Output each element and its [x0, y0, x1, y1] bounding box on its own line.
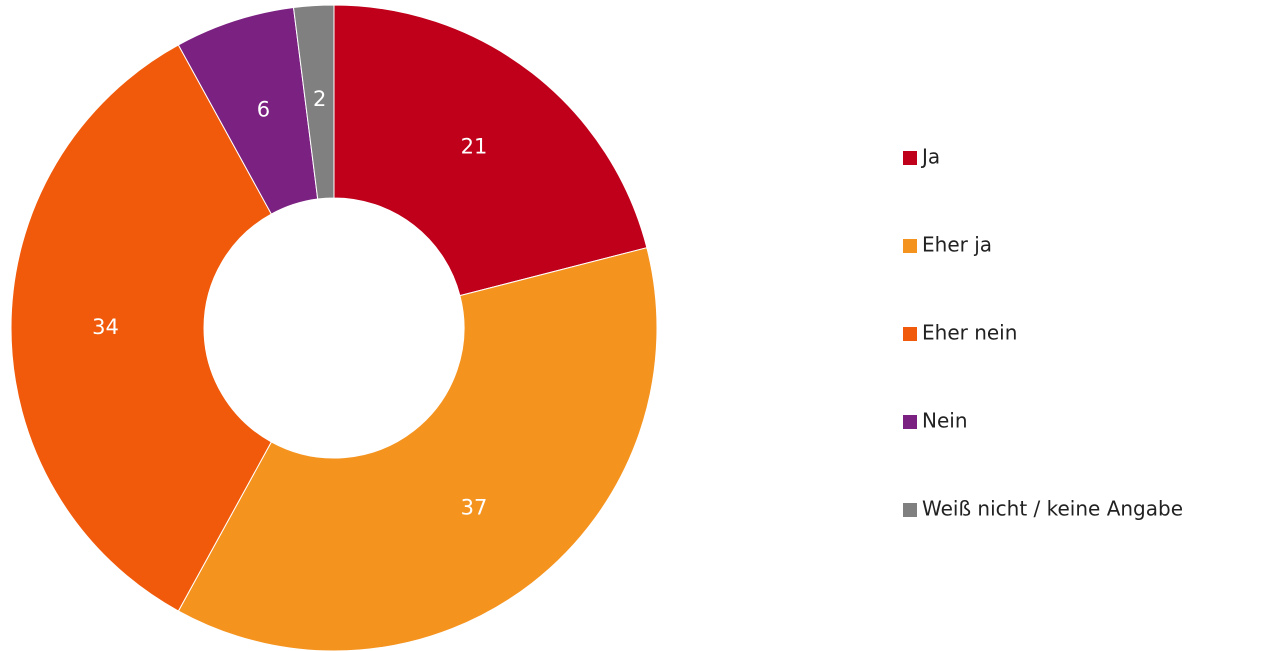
legend-label: Nein	[922, 409, 968, 433]
slice-label: 37	[461, 496, 488, 520]
legend-swatch	[903, 151, 917, 165]
slice	[333, 4, 648, 297]
slice-label: 6	[257, 98, 270, 122]
legend-swatch	[903, 327, 917, 341]
legend-label: Eher nein	[922, 321, 1017, 345]
slice	[177, 247, 658, 651]
slice-label: 21	[461, 134, 488, 158]
legend-swatch	[903, 239, 917, 253]
legend-swatch	[903, 503, 917, 517]
legend-label: Ja	[920, 145, 940, 169]
slice	[10, 44, 273, 612]
slice-label: 34	[92, 315, 119, 339]
legend-label: Eher ja	[922, 233, 992, 257]
slice	[292, 4, 335, 200]
legend-swatch	[903, 415, 917, 429]
legend-label: Weiß nicht / keine Angabe	[922, 497, 1183, 521]
slice-label: 2	[313, 87, 326, 111]
